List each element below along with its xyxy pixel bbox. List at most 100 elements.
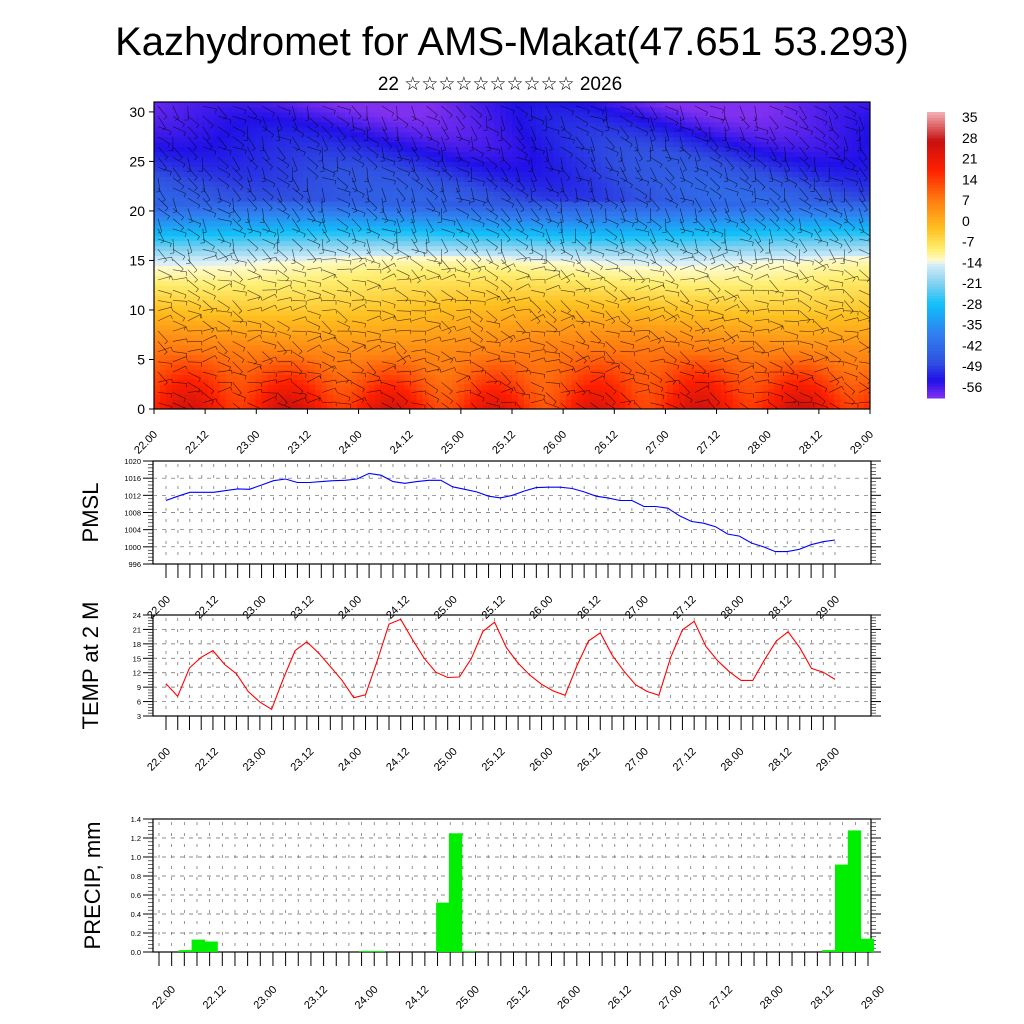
heatmap-cell [309, 319, 316, 326]
heatmap-cell [291, 225, 298, 232]
heatmap-cell [207, 275, 215, 281]
heatmap-cell [267, 126, 274, 133]
heatmap-cell [410, 210, 418, 217]
heatmap-cell [195, 364, 203, 370]
heatmap-cell [428, 215, 436, 222]
heatmap-cell [159, 205, 167, 212]
heatmap-cell [333, 290, 340, 296]
heatmap-cell [231, 191, 239, 197]
heatmap-cell [368, 314, 376, 321]
heatmap-cell [213, 171, 221, 177]
heatmap-cell [338, 201, 346, 207]
heatmap-cell [565, 210, 573, 217]
heatmap-cell [482, 225, 489, 232]
heatmap-cell [422, 176, 430, 182]
heatmap-cell [213, 379, 221, 385]
heatmap-cell [541, 240, 549, 247]
heatmap-cell [309, 196, 316, 202]
heatmap-cell [177, 285, 185, 291]
heatmap-cell [189, 369, 197, 375]
heatmap-cell [446, 196, 453, 202]
heatmap-cell [422, 161, 430, 167]
heatmap-cell [577, 324, 585, 331]
heatmap-cell [171, 394, 179, 400]
heatmap-cell [464, 191, 471, 197]
heatmap-cell [231, 369, 239, 375]
heatmap-cell [440, 389, 447, 395]
heatmap-cell [488, 260, 495, 266]
heatmap-cell [446, 171, 453, 177]
heatmap-cell [356, 399, 364, 405]
heatmap-cell [517, 171, 525, 177]
heatmap-cell [553, 290, 561, 296]
heatmap-cell [315, 156, 322, 163]
heatmap-cell [356, 329, 364, 336]
heatmap-cell [440, 102, 447, 108]
heatmap-cell [494, 389, 501, 395]
heatmap-cell [607, 106, 615, 113]
heatmap-cell [613, 334, 620, 341]
heatmap-cell [225, 404, 233, 409]
heatmap-cell [356, 121, 364, 128]
heatmap-cell [577, 136, 585, 143]
heatmap-cell [327, 146, 334, 153]
heatmap-cell [189, 146, 197, 153]
heatmap-cell [255, 225, 262, 232]
heatmap-cell [559, 339, 567, 346]
heatmap-cell [362, 131, 370, 138]
heatmap-cell [416, 404, 424, 409]
heatmap-cell [243, 359, 251, 366]
heatmap-cell [207, 131, 215, 138]
heatmap-cell [517, 156, 525, 163]
heatmap-cell [452, 181, 459, 187]
heatmap-cell [589, 324, 597, 331]
heatmap-cell [321, 354, 328, 361]
heatmap-cell [368, 344, 376, 351]
heatmap-cell [165, 260, 173, 266]
heatmap-cell [607, 255, 615, 262]
heatmap-cell [506, 181, 513, 187]
heatmap-cell [565, 126, 573, 133]
heatmap-cell [547, 176, 555, 182]
heatmap-cell [231, 102, 239, 108]
heatmap-cell [553, 404, 561, 409]
heatmap-cell [291, 201, 298, 207]
heatmap-cell [464, 300, 471, 306]
heatmap-cell [356, 290, 364, 296]
heatmap-cell [506, 275, 513, 281]
heatmap-cell [410, 260, 418, 266]
heatmap-cell [571, 126, 579, 133]
heatmap-cell [464, 399, 471, 405]
heatmap-cell [535, 300, 543, 306]
heatmap-cell [255, 344, 262, 351]
heatmap-cell [183, 225, 191, 232]
heatmap-cell [506, 250, 513, 257]
heatmap-cell [237, 235, 245, 242]
heatmap-cell [231, 314, 239, 321]
heatmap-cell [458, 319, 465, 326]
heatmap-cell [243, 354, 251, 361]
heatmap-cell [488, 176, 495, 182]
heatmap-cell [500, 230, 507, 237]
heatmap-cell [517, 379, 525, 385]
heatmap-cell [559, 305, 567, 311]
heatmap-cell [565, 230, 573, 237]
heatmap-cell [440, 339, 447, 346]
heatmap-cell [553, 240, 561, 247]
heatmap-cell [368, 260, 376, 266]
heatmap-cell [171, 215, 179, 222]
heatmap-cell [362, 389, 370, 395]
heatmap-cell [529, 334, 537, 341]
heatmap-cell [261, 334, 268, 341]
heatmap-cell [225, 191, 233, 197]
heatmap-cell [434, 220, 441, 227]
heatmap-cell [255, 275, 262, 281]
heatmap-cell [476, 404, 483, 409]
heatmap-cell [547, 265, 555, 271]
heatmap-cell [374, 265, 382, 271]
heatmap-cell [619, 394, 626, 400]
heatmap-cell [350, 235, 358, 242]
heatmap-cell [607, 290, 615, 296]
heatmap-cell [255, 161, 262, 167]
heatmap-cell [261, 111, 268, 118]
